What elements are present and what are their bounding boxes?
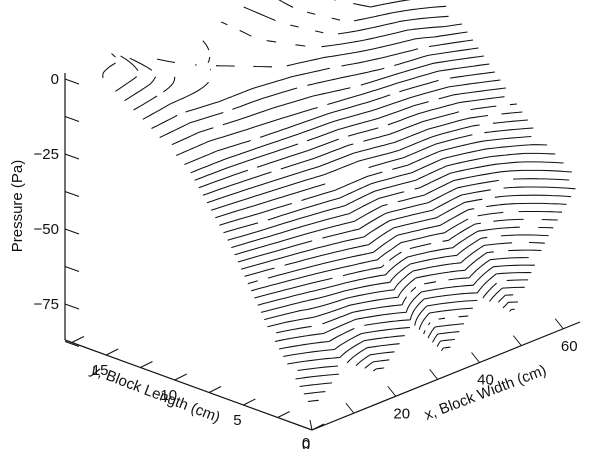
y-tick-mark xyxy=(243,398,256,406)
z-tick-label: 0 xyxy=(51,71,59,88)
z-tick-mark xyxy=(64,303,80,310)
x-origin-tick-mark xyxy=(309,419,313,431)
y-axis-text: , Block Length (cm) xyxy=(96,364,223,426)
surface-cell xyxy=(318,0,326,2)
x-tick-mark xyxy=(471,352,480,363)
z-tick-label: −75 xyxy=(34,296,59,313)
y-tick-mark xyxy=(105,348,119,356)
y-tick-mark xyxy=(311,423,325,431)
z-tick-label: −50 xyxy=(34,221,59,238)
y-minor-tick-mark xyxy=(277,411,290,418)
y-tick-mark xyxy=(174,373,188,381)
surface-cell xyxy=(339,0,348,3)
surface-cell xyxy=(329,0,337,2)
x-origin-label: 0 xyxy=(302,435,310,449)
x-tick-label: 60 xyxy=(561,338,578,355)
z-tick-mark xyxy=(64,78,80,85)
y-minor-tick-mark xyxy=(71,336,85,343)
x-minor-tick-mark xyxy=(345,402,355,414)
z-minor-tick-mark xyxy=(64,116,80,122)
pressure-surface xyxy=(64,0,581,410)
z-axis-title: Pressure (Pa) xyxy=(9,160,26,253)
z-minor-tick-mark xyxy=(64,191,80,197)
x-minor-tick-mark xyxy=(512,335,522,346)
z-minor-tick-mark xyxy=(64,266,80,272)
y-tick-label: 5 xyxy=(233,412,241,429)
z-tick-mark xyxy=(64,153,80,160)
x-tick-mark xyxy=(554,318,564,330)
y-minor-tick-mark xyxy=(140,361,153,368)
z-tick-label: −25 xyxy=(34,146,59,163)
z-tick-mark xyxy=(64,228,80,235)
y-axis-line xyxy=(64,339,313,431)
y-minor-tick-mark xyxy=(208,386,222,393)
y-axis-title: y, Block Length (cm) xyxy=(88,361,223,426)
x-tick-mark xyxy=(387,385,397,397)
x-tick-label: 20 xyxy=(393,405,410,422)
x-minor-tick-mark xyxy=(429,369,439,380)
